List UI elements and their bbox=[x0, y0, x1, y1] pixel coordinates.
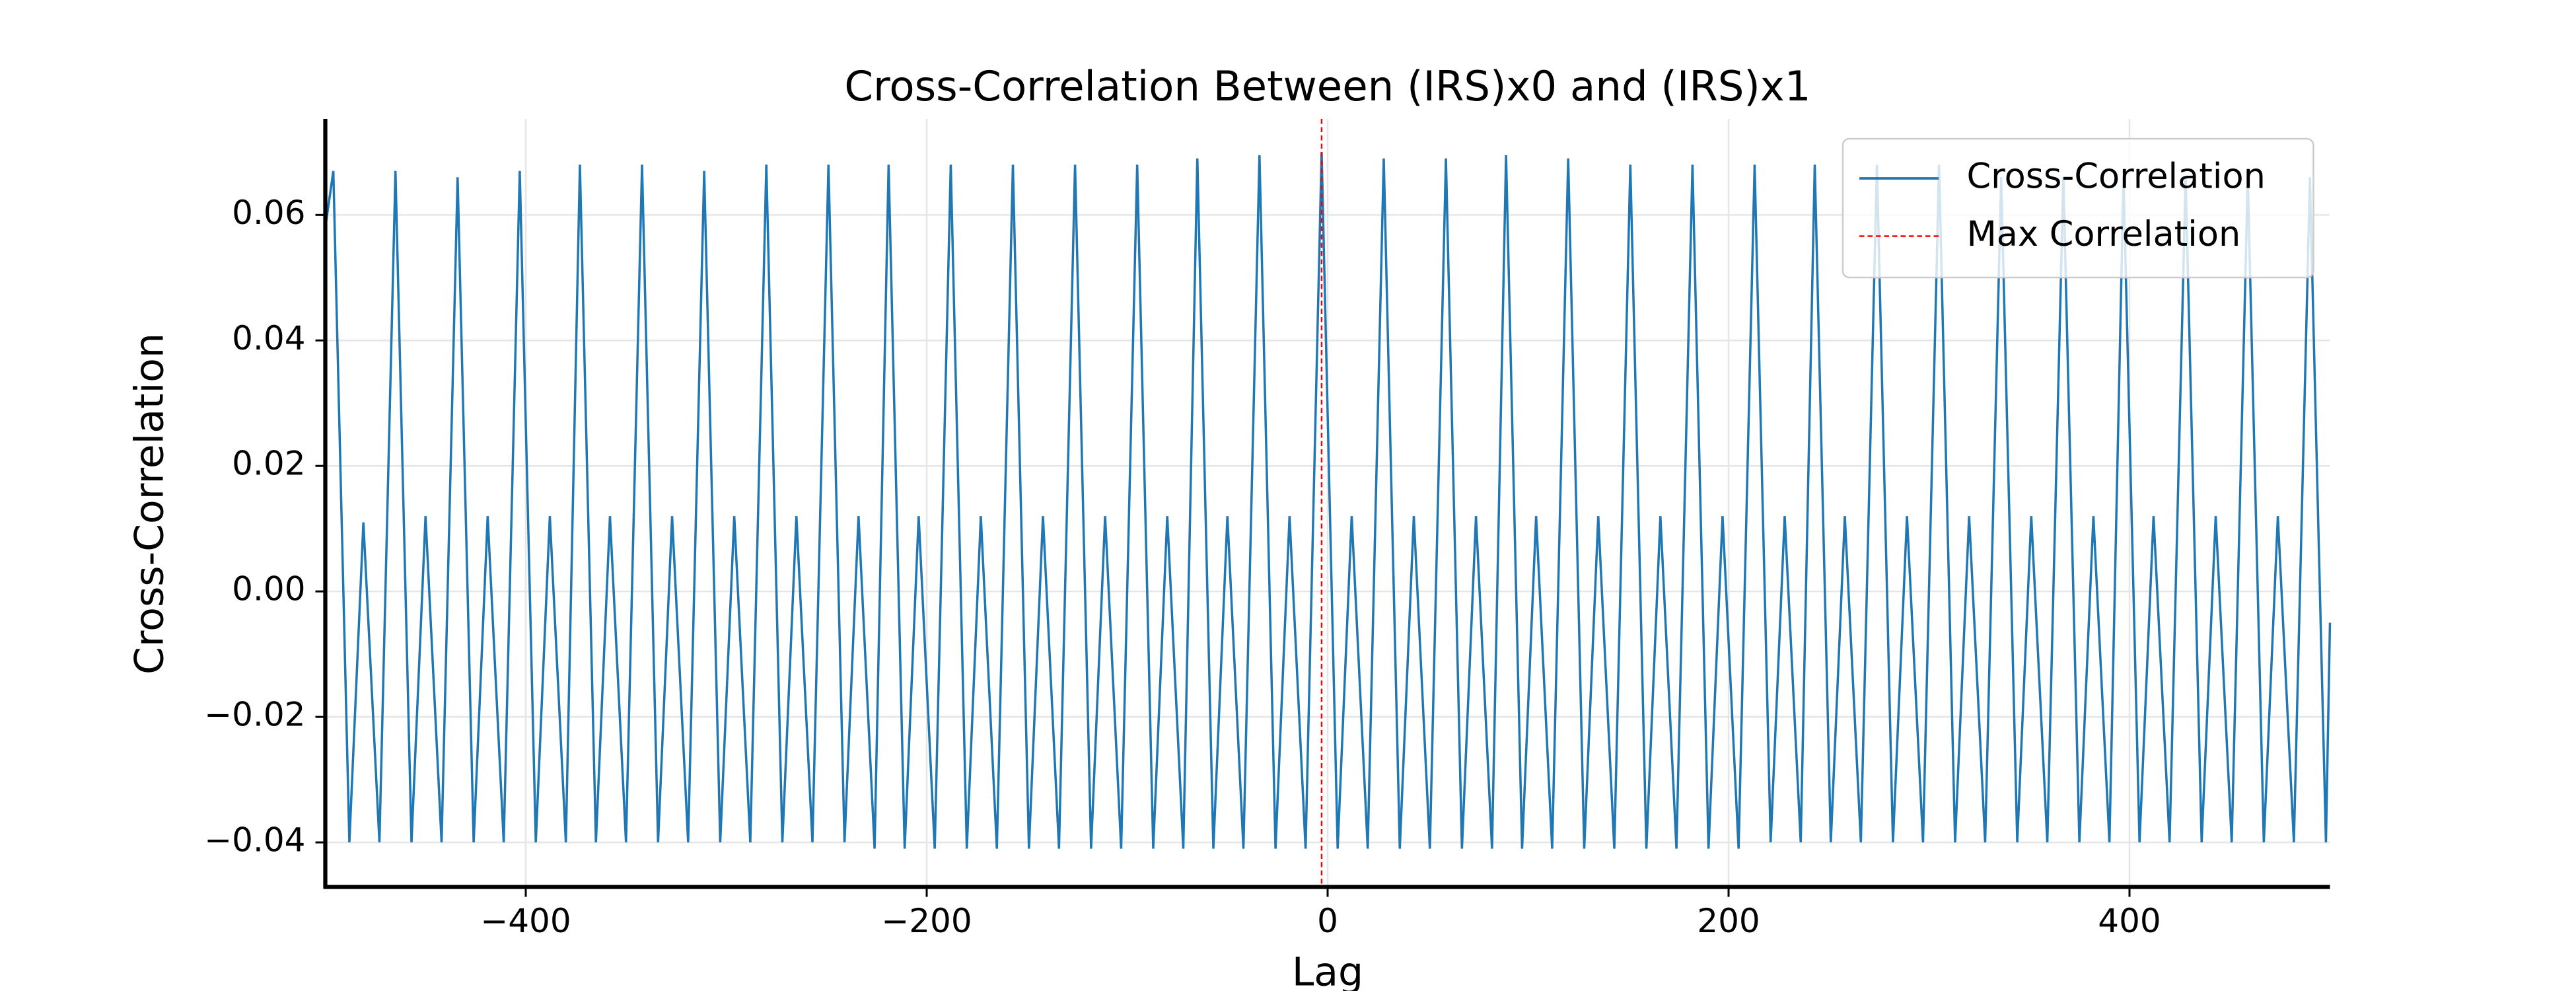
chart-title: Cross-Correlation Between (IRS)x0 and (I… bbox=[844, 62, 1810, 110]
y-tick-label: 0.04 bbox=[232, 319, 305, 357]
x-tick-label: −400 bbox=[480, 902, 571, 940]
x-tick-label: 200 bbox=[1697, 902, 1760, 940]
data-line bbox=[324, 152, 2332, 849]
legend-label: Cross-Correlation bbox=[1967, 157, 2266, 197]
y-tick-label: −0.04 bbox=[204, 821, 305, 860]
x-tick-label: −200 bbox=[881, 902, 972, 940]
y-axis-label: Cross-Correlation bbox=[127, 333, 173, 675]
legend-label: Max Correlation bbox=[1967, 214, 2241, 254]
y-tick-label: 0.06 bbox=[232, 194, 305, 232]
x-tick-label: 400 bbox=[2098, 902, 2161, 940]
y-tick-label: 0.02 bbox=[232, 445, 305, 483]
y-tick-label: 0.00 bbox=[232, 570, 305, 608]
y-tick-label: −0.02 bbox=[204, 696, 305, 734]
legend-box bbox=[1842, 137, 2314, 279]
x-tick-label: 0 bbox=[1317, 902, 1338, 940]
x-axis-label: Lag bbox=[1292, 949, 1363, 991]
